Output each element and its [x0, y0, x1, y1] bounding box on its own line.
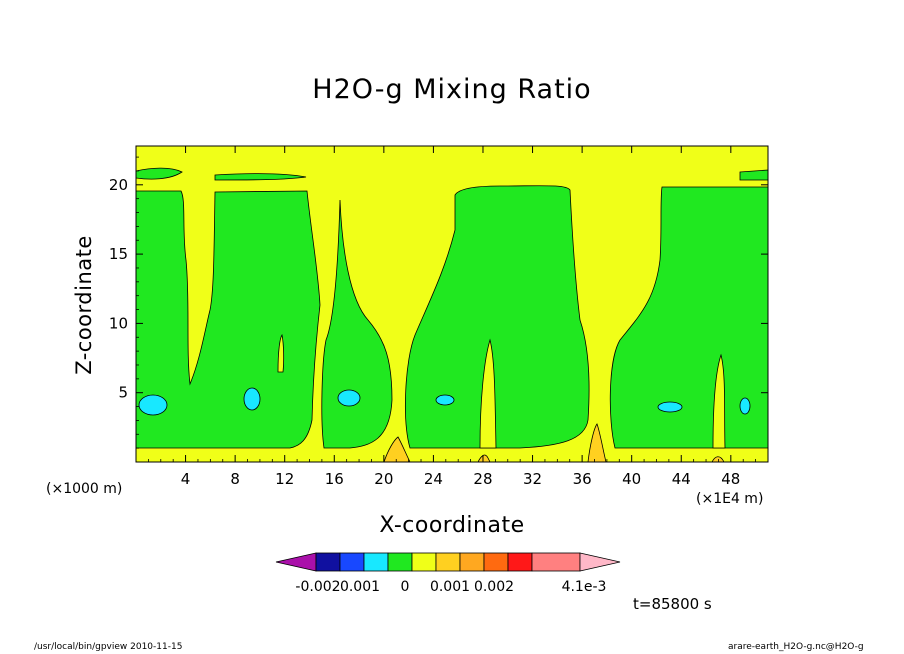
x-tick-label: 36 [573, 470, 592, 488]
colorbar-swatch [315, 552, 341, 572]
colorbar: -0.002 0.001 0 0.001 0.002 4.1e-3 [275, 552, 621, 595]
green-streak-1 [136, 167, 183, 180]
colorbar-tick-label: 0.001 [340, 579, 380, 595]
chart-title: H2O-g Mixing Ratio [312, 74, 592, 105]
yellow-tongue-3 [277, 333, 285, 373]
orange-spot-3 [477, 454, 491, 462]
x-tick-label: 4 [181, 470, 191, 488]
colorbar-swatch [531, 552, 581, 572]
yellow-tongue-1 [479, 338, 497, 449]
x-tick-label: 40 [622, 470, 641, 488]
orange-spot-2 [587, 423, 607, 462]
x-tick-label: 48 [721, 470, 740, 488]
colorbar-swatch [411, 552, 437, 572]
cyan-blob-1 [138, 394, 168, 416]
x-scale-note: (×1E4 m) [696, 491, 764, 507]
cyan-blob-4 [435, 394, 455, 406]
y-axis-ticks: 5 10 15 20 [109, 156, 768, 449]
x-unit-note: (×1000 m) [46, 481, 123, 497]
x-tick-label: 8 [230, 470, 240, 488]
plot-frame [135, 145, 769, 463]
x-tick-label: 12 [275, 470, 294, 488]
colorbar-tick-label: -0.002 [295, 579, 340, 595]
x-tick-label: 24 [424, 470, 443, 488]
colorbar-swatch [483, 552, 509, 572]
x-axis-ticks: 4 8 12 16 20 24 28 32 36 40 44 48 [147, 146, 757, 488]
cyan-blob-2 [243, 387, 261, 411]
colorbar-swatch [363, 552, 389, 572]
x-axis-label: X-coordinate [379, 513, 525, 538]
time-label: t=85800 s [633, 595, 712, 613]
cyan-blob-5 [657, 401, 683, 413]
cyan-blob-6 [739, 397, 751, 415]
x-tick-label: 32 [523, 470, 542, 488]
x-tick-label: 20 [374, 470, 393, 488]
x-tick-label: 16 [325, 470, 344, 488]
colorbar-extend-low [275, 552, 317, 572]
colorbar-swatch [387, 552, 413, 572]
colorbar-tick-label: 0.002 [474, 579, 514, 595]
colorbar-swatch [459, 552, 485, 572]
footer-left: /usr/local/bin/gpview 2010-11-15 [34, 642, 183, 652]
colorbar-tick-label: 4.1e-3 [562, 579, 607, 595]
y-tick-label: 20 [109, 176, 128, 194]
colorbar-swatch [339, 552, 365, 572]
footer-right: arare-earth_H2O-g.nc@H2O-g [728, 642, 864, 652]
green-region-3 [405, 185, 590, 449]
colorbar-tick-label: 0.001 [430, 579, 470, 595]
x-tick-label: 44 [672, 470, 691, 488]
green-region-4 [609, 186, 768, 449]
orange-spot-1 [383, 436, 411, 462]
yellow-tongue-2 [712, 353, 726, 449]
y-tick-label: 15 [109, 245, 128, 263]
y-tick-label: 10 [109, 314, 128, 332]
cyan-blob-3 [337, 389, 361, 407]
colorbar-swatch [435, 552, 461, 572]
colorbar-swatch [507, 552, 533, 572]
colorbar-extend-high [579, 552, 621, 572]
green-streak-2 [214, 173, 307, 181]
green-streak-3 [739, 169, 768, 181]
green-region-1 [136, 190, 321, 449]
colorbar-tick-label: 0 [401, 579, 410, 595]
x-tick-label: 28 [473, 470, 492, 488]
green-region-2 [321, 199, 393, 449]
y-tick-label: 5 [118, 384, 128, 402]
